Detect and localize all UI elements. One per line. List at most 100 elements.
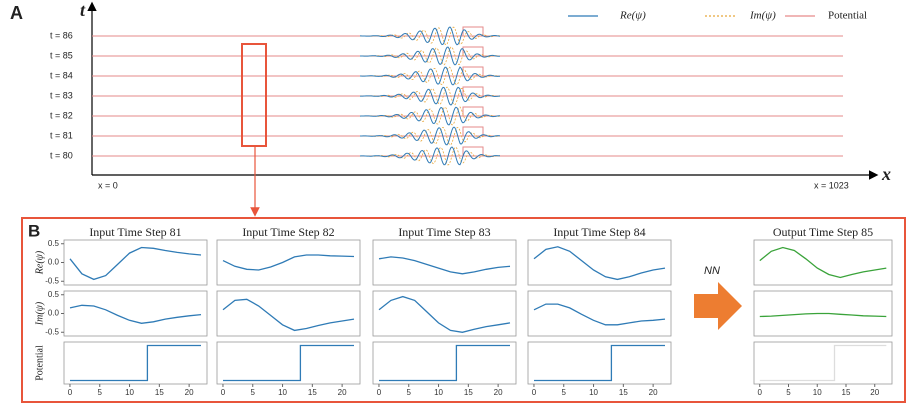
x-tick-label: 20 [494,388,503,397]
re-wave [359,106,501,126]
plot-frame [753,341,893,385]
subplot: Input Time Step 82 [216,225,361,286]
y-tick-label: -0.5 [45,276,59,285]
x-tick-label: 5 [562,388,567,397]
series-line [378,295,511,333]
subplot: Input Time Step 83 [372,225,517,286]
subplot: Input Time Step 81 Re(ψ)0.5 0.0 -0.5 [34,225,208,286]
plot-frame [63,290,208,337]
row-label: t = 81 [50,130,73,140]
series-line [759,246,887,279]
plot-frame [753,239,893,286]
subplot-title: Output Time Step 85 [773,225,873,239]
series-line [533,303,666,326]
x-tick-label: 20 [338,388,347,397]
x-tick-label: 0 [68,388,73,397]
x-tick-label: 10 [434,388,443,397]
series-line [379,344,510,382]
x-tick-label: 5 [98,388,103,397]
subplot [372,290,517,337]
plot-frame [527,290,672,337]
re-wave [360,26,501,46]
subplot: Potential 0 5 10 15 20 [34,341,208,397]
x-tick-label: 0 [758,388,763,397]
im-wave [359,46,501,66]
x-tick-label: 10 [589,388,598,397]
potential-barrier [462,126,484,136]
subplot [527,290,672,337]
series-line [533,246,666,281]
plot-frame [372,239,517,286]
series-line [222,298,355,332]
row-label: t = 86 [50,30,73,40]
subplot-title: Input Time Step 83 [398,225,490,239]
re-wave [360,126,500,146]
subplot: Output Time Step 85 [753,225,893,286]
re-wave [360,66,501,86]
legend-label: Im(ψ) [749,10,776,22]
legend-label: Potential [828,10,867,22]
arrow-label: NN [704,265,720,277]
plot-frame [527,341,672,385]
legend: Re(ψ) Im(ψ) Potential [568,10,867,22]
im-wave [360,86,500,106]
series-line [759,344,887,382]
series-line [223,344,354,382]
subplot [753,290,893,337]
x-tick-label: 5 [407,388,412,397]
im-wave [360,66,501,86]
x-tick-label: 0 [532,388,537,397]
subplot: 0 5 10 15 20 [527,341,672,397]
plot-frame [63,239,208,286]
x-tick-label: 10 [813,388,822,397]
x-axis-label: x [881,164,891,184]
series-line [378,256,511,275]
series-line [70,344,201,382]
plot-frame [527,239,672,286]
x-tick-label: 5 [251,388,256,397]
subplot-title: Input Time Step 81 [89,225,181,239]
plot-frame [216,239,361,286]
x-tick-label: 10 [125,388,134,397]
x-tick-label: 15 [842,388,851,397]
potential-barrier [462,86,484,96]
plot-frame [372,290,517,337]
subplot: 0 5 10 15 20 [216,341,361,397]
t-axis-label: t [80,0,86,20]
re-wave [360,46,500,66]
row-label: t = 83 [50,90,73,100]
y-tick-label: -0.5 [45,327,59,336]
y-axis-label: Potential [34,345,45,381]
x-tick-label: 20 [870,388,879,397]
re-wave [360,86,501,106]
row-label: t = 82 [50,110,73,120]
potential-barrier [462,46,484,56]
nn-arrow [694,282,742,330]
series-line [759,312,887,318]
series-line [69,304,202,324]
row-label: t = 84 [50,70,73,80]
x-max-label: x = 1023 [814,180,849,190]
x-tick-label: 15 [308,388,317,397]
x-tick-label: 10 [278,388,287,397]
subplot [216,290,361,337]
x-tick-label: 20 [649,388,658,397]
y-tick-label: 0.5 [48,290,60,299]
subplot: Im(ψ)0.5 0.0 -0.5 [34,290,208,337]
legend-label: Re(ψ) [619,10,646,22]
series-line [222,254,355,271]
x-tick-label: 15 [155,388,164,397]
x-tick-label: 15 [619,388,628,397]
im-wave [360,126,501,146]
subplot: Input Time Step 84 [527,225,672,286]
row-label: t = 80 [50,150,73,160]
series-line [534,344,665,382]
plot-frame [216,341,361,385]
plot-frame [63,341,208,385]
potential-barrier [462,146,484,156]
x-tick-label: 5 [786,388,791,397]
plot-frame [753,290,893,337]
subplot-title: Input Time Step 82 [242,225,334,239]
x-tick-label: 20 [185,388,194,397]
